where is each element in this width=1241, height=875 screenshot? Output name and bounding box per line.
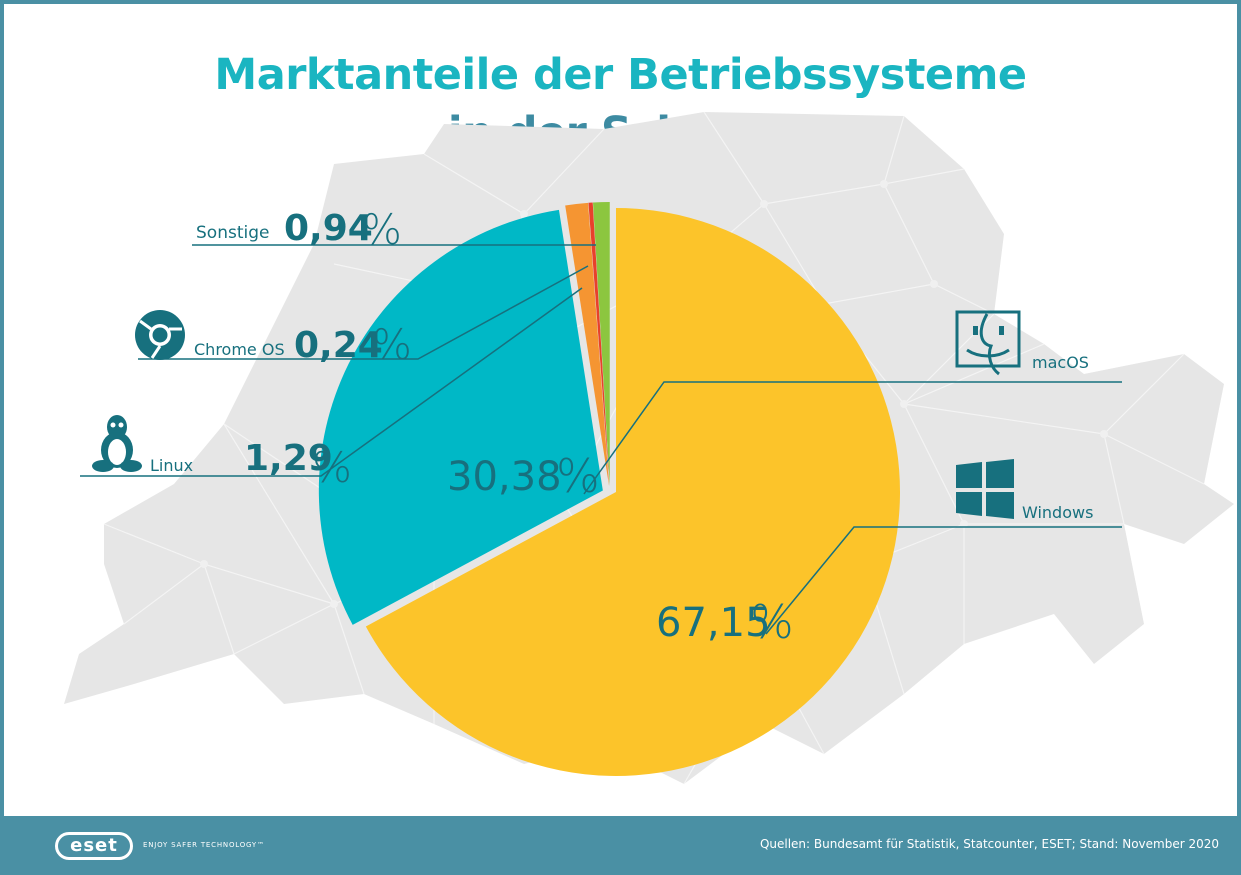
pie-slice-macos xyxy=(318,209,603,625)
value-chrome-os: 0,24 xyxy=(294,325,383,366)
percent-sonstige: % xyxy=(362,205,402,254)
percent-chrome-os: % xyxy=(372,320,412,369)
label-linux: Linux xyxy=(150,456,193,475)
label-sonstige: Sonstige xyxy=(196,223,269,243)
value-windows: 67,15 xyxy=(656,600,771,646)
title-line-1: Marktanteile der Betriebssysteme xyxy=(214,50,1027,100)
leader-line-chrome-os xyxy=(138,265,589,360)
leader-line-windows xyxy=(765,526,1122,635)
slice-labels: Sonstige 0,94 % Chrome OS 0,24 % Linux 1… xyxy=(150,205,1093,649)
leader-line-linux xyxy=(80,287,583,477)
value-macos: 30,38 xyxy=(447,454,562,500)
sources-text: Quellen: Bundesamt für Statistik, Statco… xyxy=(759,837,1219,851)
percent-linux: % xyxy=(312,443,352,492)
percent-macos: % xyxy=(556,449,600,503)
value-sonstige: 0,94 xyxy=(284,208,373,249)
windows-icon xyxy=(956,459,1014,519)
label-windows: Windows xyxy=(1022,503,1093,522)
pie-slice-sonstige xyxy=(592,202,610,487)
percent-windows: % xyxy=(750,595,794,649)
infographic-frame: Marktanteile der Betriebssysteme in der … xyxy=(4,4,1237,816)
pie-slice-linux xyxy=(565,202,610,487)
value-linux: 1,29 xyxy=(244,438,333,479)
pie-chart: Sonstige 0,94 % Chrome OS 0,24 % Linux 1… xyxy=(64,111,1234,785)
leader-lines xyxy=(80,244,1122,635)
label-macos: macOS xyxy=(1032,353,1089,372)
leader-line-macos xyxy=(583,381,1122,495)
label-chrome-os: Chrome OS xyxy=(194,340,285,359)
tagline: ENJOY SAFER TECHNOLOGY™ xyxy=(143,841,265,849)
eset-logo: eset xyxy=(55,832,133,860)
tux-icon xyxy=(92,415,142,472)
chrome-icon xyxy=(135,310,185,360)
finder-icon xyxy=(955,310,1021,376)
pie-slice-chrome-os xyxy=(588,202,610,487)
footer: eset ENJOY SAFER TECHNOLOGY™ Quellen: Bu… xyxy=(0,816,1241,875)
